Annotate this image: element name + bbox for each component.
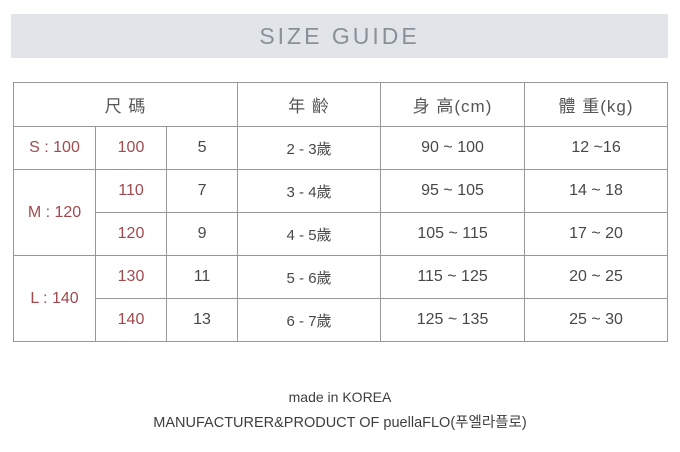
size-number-cell: 13 bbox=[165, 298, 239, 342]
weight-cell: 17 ~ 20 bbox=[524, 212, 669, 256]
page-title: SIZE GUIDE bbox=[259, 22, 420, 49]
header-height: 身 高(cm) bbox=[380, 82, 526, 127]
height-cell: 95 ~ 105 bbox=[380, 169, 526, 213]
age-cell: 2 - 3歲 bbox=[237, 126, 382, 170]
size-cell: 140 bbox=[95, 298, 167, 342]
size-cell: 120 bbox=[95, 212, 167, 256]
weight-cell: 14 ~ 18 bbox=[524, 169, 669, 213]
manufacturer-text: MANUFACTURER&PRODUCT OF puellaFLO(푸엘라플로) bbox=[153, 415, 527, 431]
height-cell: 90 ~ 100 bbox=[380, 126, 526, 170]
size-cell: 130 bbox=[95, 255, 167, 299]
size-group-cell-l: L : 140 bbox=[13, 255, 96, 342]
table-row-l1: L : 140 130 11 5 - 6歲 115 ~ 125 20 ~ 25 bbox=[13, 255, 669, 342]
table-header-row: 尺 碼 年 齡 身 高(cm) 體 重(kg) bbox=[12, 82, 669, 127]
size-cell: 100 bbox=[95, 126, 167, 170]
height-cell: 105 ~ 115 bbox=[380, 212, 526, 256]
table-row-m2: 120 9 4 - 5歲 105 ~ 115 17 ~ 20 bbox=[14, 212, 669, 256]
age-cell: 5 - 6歲 bbox=[237, 255, 382, 299]
header-age: 年 齡 bbox=[237, 82, 382, 127]
table-row-s: S : 100 100 5 2 - 3歲 90 ~ 100 12 ~16 bbox=[13, 126, 669, 170]
table-row-m1: M : 120 110 7 3 - 4歲 95 ~ 105 14 ~ 18 bbox=[13, 169, 669, 256]
footer: made in KOREA MANUFACTURER&PRODUCT OF pu… bbox=[0, 389, 680, 432]
size-group-cell-s: S : 100 bbox=[13, 126, 96, 170]
age-cell: 4 - 5歲 bbox=[237, 212, 382, 256]
size-number-cell: 9 bbox=[165, 212, 239, 256]
size-guide-banner: SIZE GUIDE bbox=[11, 14, 668, 58]
age-cell: 3 - 4歲 bbox=[237, 169, 382, 213]
height-cell: 125 ~ 135 bbox=[380, 298, 526, 342]
table-row-l2: 140 13 6 - 7歲 125 ~ 135 25 ~ 30 bbox=[14, 298, 669, 342]
age-cell: 6 - 7歲 bbox=[237, 298, 382, 342]
height-cell: 115 ~ 125 bbox=[380, 255, 526, 299]
size-group-cell-m: M : 120 bbox=[13, 169, 96, 256]
size-number-cell: 11 bbox=[165, 255, 239, 299]
made-in-korea-text: made in KOREA bbox=[288, 389, 392, 405]
header-weight: 體 重(kg) bbox=[524, 82, 669, 127]
size-cell: 110 bbox=[95, 169, 167, 213]
weight-cell: 20 ~ 25 bbox=[524, 255, 669, 299]
size-number-cell: 5 bbox=[165, 126, 239, 170]
size-guide-table: 尺 碼 年 齡 身 高(cm) 體 重(kg) S : 100 100 5 2 … bbox=[12, 82, 669, 342]
weight-cell: 12 ~16 bbox=[524, 126, 669, 170]
header-size: 尺 碼 bbox=[12, 82, 239, 127]
size-number-cell: 7 bbox=[165, 169, 239, 213]
weight-cell: 25 ~ 30 bbox=[524, 298, 669, 342]
